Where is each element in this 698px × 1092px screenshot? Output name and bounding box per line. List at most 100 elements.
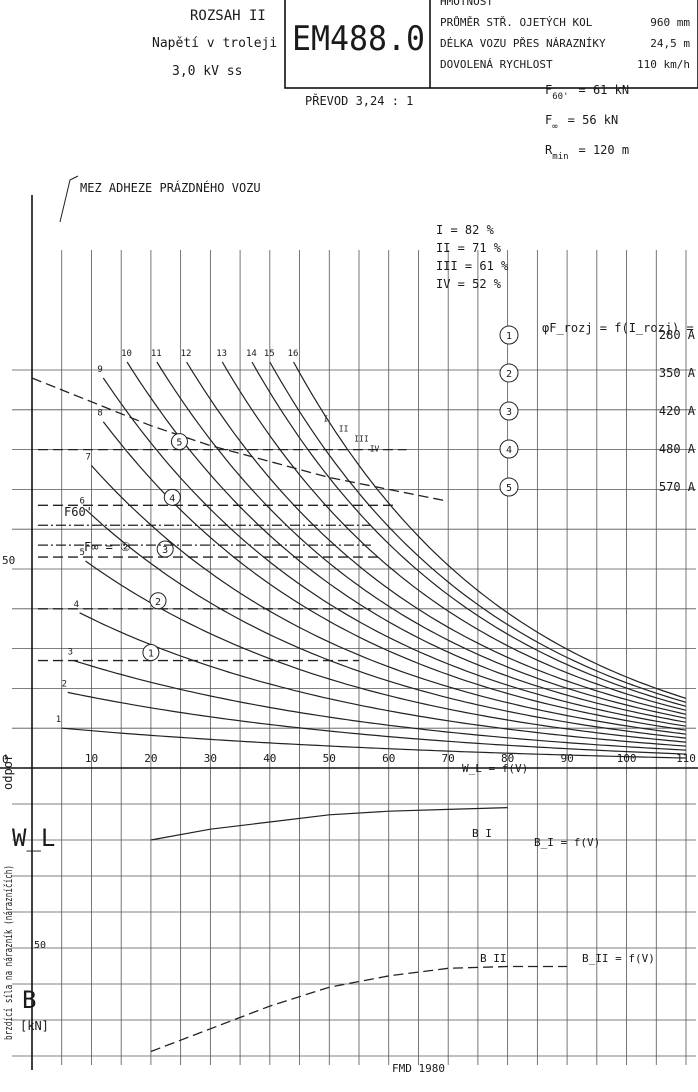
step-curve — [85, 560, 687, 743]
step-label: 15 — [264, 349, 275, 359]
step-curve — [156, 361, 687, 719]
step-label: 2 — [62, 679, 67, 689]
current-level-marker — [163, 488, 181, 506]
x-tick-label: 30 — [204, 752, 217, 765]
step-curve — [91, 465, 687, 735]
current-legend-number: 2 — [506, 369, 512, 380]
force-list: F60' = 61 kN F∞ = 56 kN Rmin = 120 m — [545, 83, 629, 162]
x-tick-label: 80 — [501, 752, 514, 765]
step-label: 7 — [85, 453, 90, 463]
current-legend-marker — [499, 401, 519, 421]
b1-label: B I — [472, 827, 492, 840]
step-label: 3 — [68, 648, 73, 658]
current-legend: 1 280 A 2 350 A 3 420 A 4 480 A 5 570 A — [499, 325, 696, 497]
current-level-number: 4 — [169, 493, 175, 504]
step-curve — [73, 659, 687, 751]
axis-symbol-wl: W_L — [12, 824, 55, 852]
step-curve — [67, 691, 687, 755]
chart-grid — [0, 195, 698, 1070]
axis-label-braking: brzdící síla na nárazník (nárazníčích) — [2, 865, 15, 1040]
efficiency-marker: III — [354, 435, 369, 444]
y-tick-label: 50 — [2, 554, 15, 567]
spec-label: DOVOLENÁ RYCHLOST — [440, 58, 553, 71]
adhesion-leader — [59, 175, 79, 223]
current-level-marker — [149, 592, 167, 610]
current-legend-marker — [499, 477, 519, 497]
curve-bii — [150, 965, 568, 1053]
efficiency-entry: IV = 52 % — [436, 277, 502, 291]
current-level-marker — [170, 433, 188, 451]
footer-code: FMD 1980 — [392, 1062, 445, 1075]
axis-label-resistance: odpor — [1, 754, 15, 790]
spec-label: DÉLKA VOZU PŘES NÁRAZNÍKY — [440, 37, 606, 50]
step-label: 13 — [216, 349, 227, 359]
current-legend-marker — [499, 363, 519, 383]
spec-value: 110 km/h — [637, 58, 690, 71]
spec-value: 24,5 m — [650, 37, 690, 50]
lower-y-tick-label: 50 — [34, 940, 46, 951]
axis-unit: [kN] — [20, 1019, 49, 1033]
adhesion-curve — [31, 377, 449, 502]
x-tick-label: 10 — [85, 752, 98, 765]
step-label: 8 — [97, 409, 102, 419]
x-tick-label: 60 — [382, 752, 395, 765]
chart-labels: 10 20 30 40 50 60 70 80 90 100 1105005012345678910… — [2, 349, 696, 951]
voltage-label: Napětí v troleji — [152, 36, 277, 51]
spec-label: HMOTNOST — [440, 0, 493, 8]
current-legend-number: 5 — [506, 483, 512, 494]
step-label: 12 — [181, 349, 192, 359]
step-curve — [126, 361, 687, 723]
axis-symbol-b: B — [22, 986, 36, 1014]
current-legend-marker — [499, 439, 519, 459]
b1-formula: B_I = f(V) — [534, 836, 600, 849]
current-legend-number: 4 — [506, 445, 512, 456]
current-legend-value: 350 A — [659, 366, 696, 380]
title-box — [284, 0, 698, 89]
curve-bi — [150, 807, 508, 841]
efficiency-entry: III = 61 % — [436, 259, 509, 273]
step-curve — [293, 361, 687, 699]
step-curve — [85, 508, 687, 739]
force-item: Rmin = 120 m — [545, 143, 629, 162]
efficiency-marker: IV — [370, 445, 380, 454]
step-label: 11 — [151, 349, 162, 359]
x-tick-label: 100 — [617, 752, 637, 765]
current-level-number: 2 — [155, 597, 161, 608]
current-legend-value: 570 A — [659, 480, 696, 494]
x-tick-label: 40 — [263, 752, 276, 765]
current-legend-number: 3 — [506, 407, 512, 418]
force-item: F∞ = 56 kN — [545, 113, 618, 132]
step-curve — [269, 361, 687, 703]
gear-ratio: PŘEVOD 3,24 : 1 — [305, 93, 413, 108]
wl-label: W_L = f(V) — [462, 762, 528, 775]
current-level-number: 1 — [148, 649, 154, 660]
current-legend-number: 1 — [506, 331, 512, 342]
force-item: F60' = 61 kN — [545, 83, 629, 102]
current-legend-value: 420 A — [659, 404, 696, 418]
current-level-marker — [142, 644, 160, 662]
current-legend-value: 480 A — [659, 442, 696, 456]
step-curve — [79, 612, 687, 747]
b2-label: B II — [480, 952, 507, 965]
f60-label: F60' — [64, 505, 93, 519]
x-tick-label: 50 — [323, 752, 336, 765]
step-curve — [61, 727, 687, 759]
efficiency-legend: I = 82 % II = 71 % III = 61 % IV = 52 % — [436, 223, 509, 291]
spec-label: PRŮMĚR STŘ. OJETÝCH KOL — [440, 16, 593, 29]
step-label: 5 — [80, 548, 85, 558]
step-label: 6 — [80, 496, 85, 506]
step-label: 1 — [56, 715, 61, 725]
step-label: 9 — [97, 365, 102, 375]
step-label: 10 — [121, 349, 132, 359]
efficiency-marker: II — [339, 425, 349, 434]
current-level-number: 3 — [162, 545, 168, 556]
current-level-number: 5 — [176, 438, 182, 449]
current-legend-title: φF_rozj = f(I_rozj) = — [542, 321, 694, 335]
current-legend-marker — [499, 325, 519, 345]
range-title: ROZSAH II — [190, 8, 266, 24]
step-curve — [186, 361, 687, 715]
step-curve — [221, 361, 687, 711]
x-tick-label: 110 — [676, 752, 696, 765]
spec-value: 960 mm — [650, 16, 690, 29]
